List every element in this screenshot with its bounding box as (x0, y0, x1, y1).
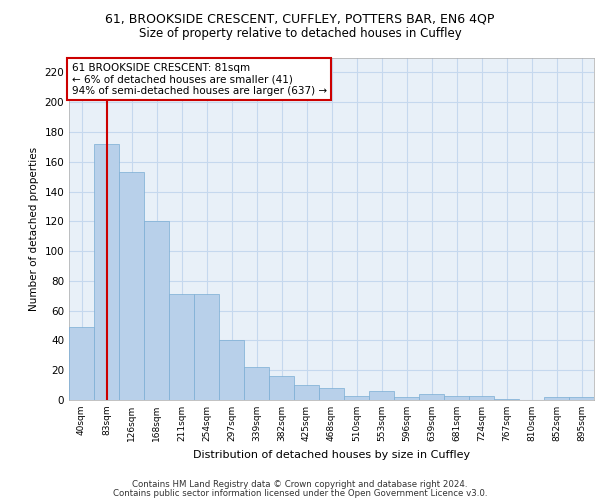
Text: Contains public sector information licensed under the Open Government Licence v3: Contains public sector information licen… (113, 488, 487, 498)
Bar (444, 396, 469, 400)
Bar (294, 385, 319, 400)
Bar (369, 391, 394, 400)
Bar (169, 294, 194, 400)
Y-axis label: Number of detached properties: Number of detached properties (29, 146, 39, 311)
Bar (494, 398, 519, 400)
Text: 61, BROOKSIDE CRESCENT, CUFFLEY, POTTERS BAR, EN6 4QP: 61, BROOKSIDE CRESCENT, CUFFLEY, POTTERS… (106, 12, 494, 26)
Bar (144, 222, 169, 400)
Bar (419, 394, 444, 400)
Text: Contains HM Land Registry data © Crown copyright and database right 2024.: Contains HM Land Registry data © Crown c… (132, 480, 468, 489)
Bar (69, 327, 94, 400)
X-axis label: Distribution of detached houses by size in Cuffley: Distribution of detached houses by size … (193, 450, 470, 460)
Bar (319, 388, 344, 400)
Bar (344, 396, 369, 400)
Bar (544, 397, 569, 400)
Bar (219, 340, 244, 400)
Bar (569, 397, 594, 400)
Bar (94, 144, 119, 400)
Text: 61 BROOKSIDE CRESCENT: 81sqm
← 6% of detached houses are smaller (41)
94% of sem: 61 BROOKSIDE CRESCENT: 81sqm ← 6% of det… (71, 62, 327, 96)
Text: Size of property relative to detached houses in Cuffley: Size of property relative to detached ho… (139, 28, 461, 40)
Bar (469, 396, 494, 400)
Bar (119, 172, 144, 400)
Bar (269, 376, 294, 400)
Bar (394, 397, 419, 400)
Bar (244, 367, 269, 400)
Bar (194, 294, 219, 400)
